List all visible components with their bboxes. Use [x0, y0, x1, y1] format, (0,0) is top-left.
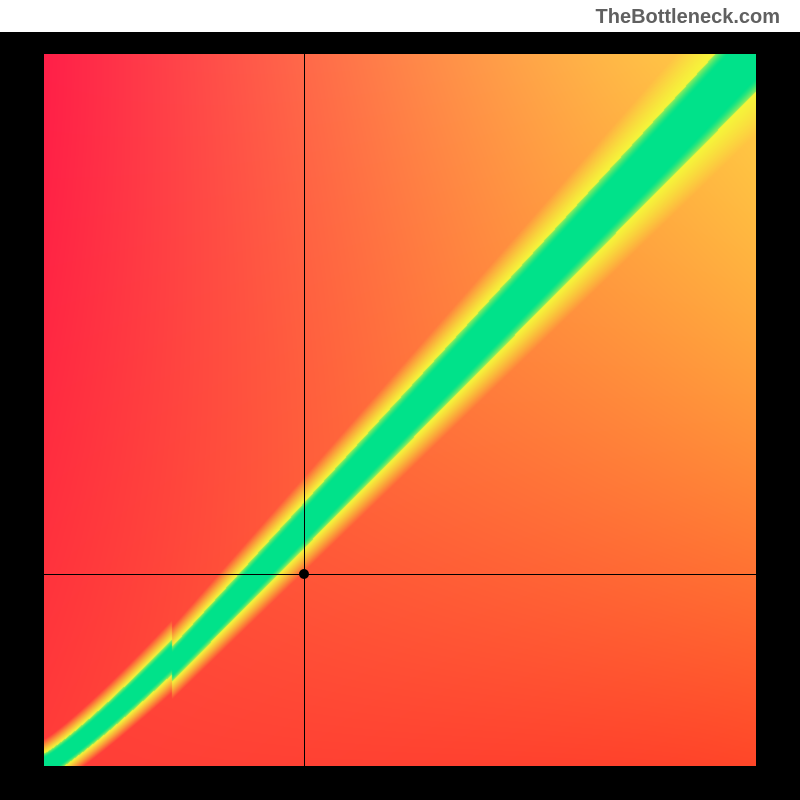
crosshair-marker [299, 569, 309, 579]
crosshair-horizontal [44, 574, 756, 575]
chart-frame [0, 32, 800, 800]
heatmap-canvas [44, 54, 756, 766]
heatmap-plot [44, 54, 756, 766]
crosshair-vertical [304, 54, 305, 766]
watermark-text: TheBottleneck.com [596, 6, 780, 29]
